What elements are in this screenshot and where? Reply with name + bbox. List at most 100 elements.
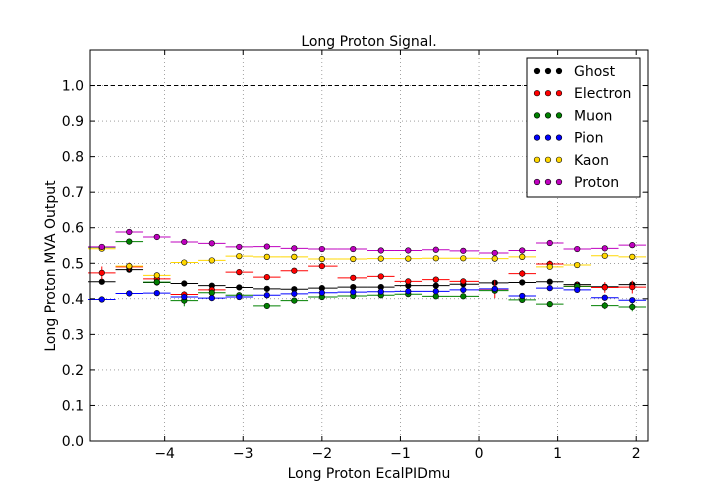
legend-entry-proton: Proton [533, 175, 619, 191]
ghost-point [98, 278, 105, 285]
proton-point [377, 247, 384, 254]
pion-point [350, 288, 357, 296]
legend-marker-pion [533, 134, 541, 141]
legend-label-electron: Electron [574, 86, 631, 102]
electron-point [601, 284, 608, 291]
y-tick-label: 0.0 [62, 434, 84, 450]
proton-point [460, 247, 467, 254]
proton-point [574, 245, 581, 253]
pion-point [263, 292, 270, 299]
kaon-point [546, 263, 553, 270]
legend-marker-kaon [555, 156, 563, 163]
kaon-point [350, 255, 357, 263]
y-tick-label: 0.6 [62, 221, 84, 237]
pion-point [460, 286, 467, 294]
kaon-point [153, 272, 160, 279]
legend-marker-muon [555, 112, 563, 119]
kaon-point [460, 255, 467, 262]
proton-point [291, 245, 298, 252]
x-axis-ticks: −4 −3 −2 −1 0 1 2 [154, 50, 641, 462]
ghost-point [519, 279, 526, 286]
kaon-point [236, 253, 243, 260]
kaon-point [405, 255, 412, 262]
kaon-point [263, 253, 270, 260]
pion-point [291, 290, 298, 297]
legend-marker-ghost [555, 67, 563, 75]
series-pion [88, 285, 647, 304]
legend: Ghost Electron Muon Pion Kaon Proton [526, 57, 641, 198]
proton-point [629, 242, 636, 249]
y-axis-ticks: 0.0 0.1 0.2 0.3 0.4 0.5 0.6 0.7 0.8 0.9 1.0 [62, 79, 648, 450]
y-tick-label: 0.7 [62, 185, 84, 201]
pion-point [181, 293, 188, 301]
pion-point [126, 290, 133, 297]
electron-point [460, 278, 467, 285]
proton-point [153, 233, 160, 241]
legend-entry-muon: Muon [533, 108, 612, 124]
y-tick-label: 0.5 [62, 256, 84, 272]
x-tick-label: 0 [475, 446, 484, 462]
electron-point [236, 269, 243, 276]
kaon-point [519, 253, 526, 260]
ghost-point [181, 280, 188, 287]
proton-point [263, 243, 270, 250]
kaon-point [574, 261, 581, 269]
legend-entry-pion: Pion [533, 131, 603, 147]
legend-marker-ghost [533, 67, 541, 75]
x-tick-label: −2 [312, 446, 333, 462]
pion-point [519, 292, 526, 300]
plot-frame [89, 49, 649, 442]
electron-point [405, 278, 412, 285]
muon-point [208, 289, 215, 296]
electron-point [629, 283, 636, 291]
kaon-point [601, 252, 608, 259]
legend-marker-proton [544, 178, 552, 186]
proton-point [601, 245, 608, 252]
y-tick-label: 0.1 [62, 398, 84, 414]
pion-point [208, 295, 215, 302]
pion-point [318, 289, 325, 296]
muon-point [291, 297, 298, 304]
legend-marker-proton [533, 178, 541, 186]
y-tick-label: 1.0 [62, 79, 84, 95]
legend-marker-proton [555, 178, 563, 186]
y-tick-label: 0.9 [62, 114, 84, 130]
pion-point [629, 297, 636, 304]
pion-point [153, 290, 160, 297]
y-tick-label: 0.3 [62, 327, 84, 343]
series-kaon [88, 245, 647, 279]
pion-point [546, 285, 553, 292]
x-tick-label: −1 [390, 446, 411, 462]
proton-point [519, 247, 526, 254]
ghost-point [236, 284, 243, 291]
series-layer [88, 228, 647, 312]
y-tick-label: 0.4 [62, 292, 84, 308]
ghost-point [546, 278, 553, 285]
chart-title: Long Proton Signal. [301, 34, 436, 50]
proton-point [98, 243, 105, 251]
pion-point [432, 288, 439, 295]
proton-point [181, 238, 188, 246]
proton-point [236, 243, 243, 251]
electron-point [432, 276, 439, 283]
electron-point [377, 273, 384, 280]
pion-point [377, 288, 384, 295]
kaon-point [318, 255, 325, 263]
muon-point [126, 238, 133, 245]
kaon-point [432, 255, 439, 262]
kaon-point [208, 257, 215, 264]
y-tick-label: 0.2 [62, 363, 84, 379]
x-tick-label: 2 [632, 446, 641, 462]
ghost-point [432, 282, 439, 289]
legend-entry-kaon: Kaon [533, 153, 609, 169]
muon-point [601, 302, 608, 309]
electron-point [98, 269, 105, 276]
muon-point [546, 301, 553, 308]
muon-point [153, 279, 160, 286]
proton-point [546, 239, 553, 247]
electron-point [350, 274, 357, 281]
legend-marker-electron [555, 90, 563, 97]
muon-point [460, 293, 467, 300]
kaon-point [377, 255, 384, 262]
